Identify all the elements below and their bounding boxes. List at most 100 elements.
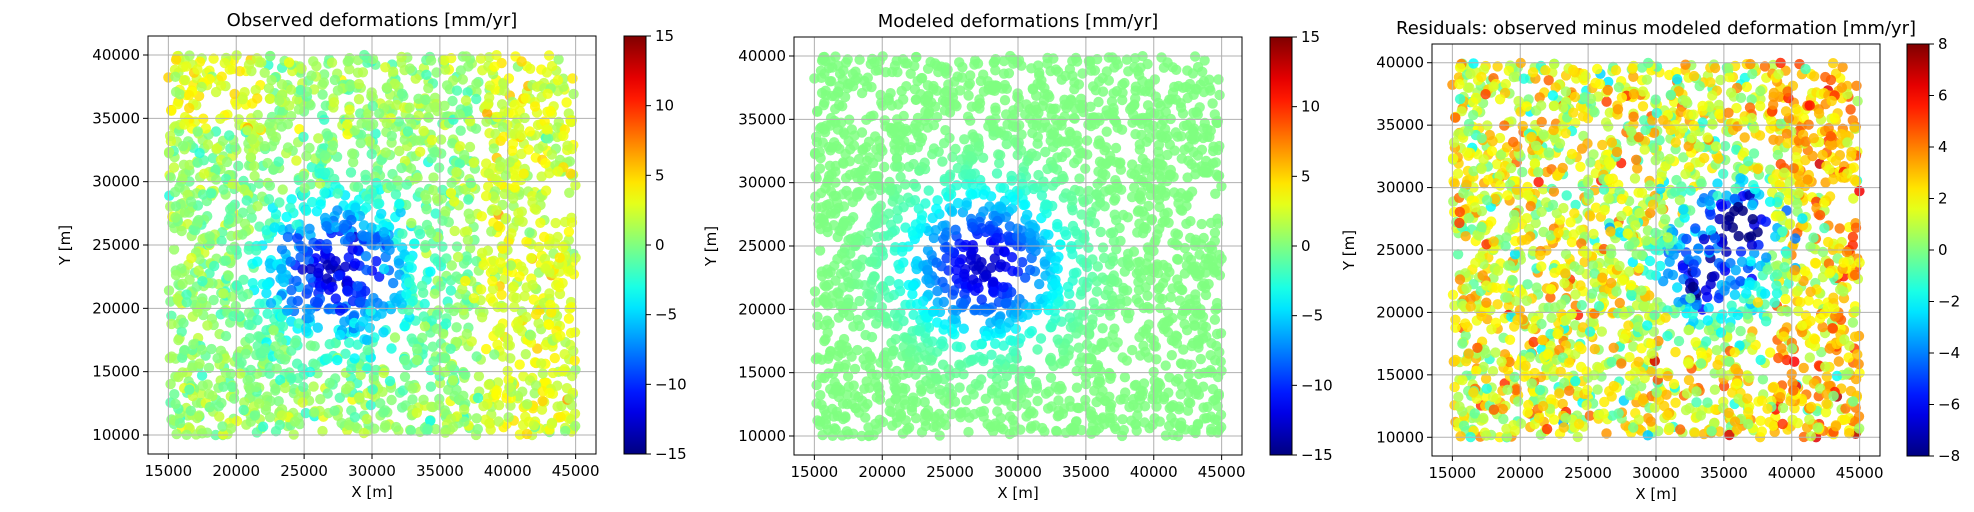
scatter-point	[1208, 141, 1219, 152]
scatter-point	[990, 65, 1001, 76]
scatter-point	[242, 125, 253, 136]
scatter-point	[819, 372, 830, 384]
scatter-point	[1137, 206, 1148, 217]
scatter-point	[1192, 419, 1204, 431]
scatter-point	[265, 298, 277, 309]
scatter-point	[240, 348, 251, 359]
scatter-point	[567, 73, 578, 84]
scatter-point	[1167, 283, 1178, 294]
scatter-point	[1107, 52, 1118, 63]
scatter-point	[322, 243, 333, 254]
scatter-point	[910, 181, 922, 192]
scatter-point	[445, 413, 457, 425]
scatter-point	[511, 292, 522, 304]
scatter-point	[437, 215, 448, 226]
scatter-point	[250, 84, 261, 96]
scatter-point	[1165, 292, 1176, 303]
scatter-point	[1042, 163, 1053, 175]
scatter-point	[411, 354, 423, 366]
scatter-point	[1178, 344, 1189, 355]
scatter-point	[1187, 125, 1199, 136]
scatter-point	[427, 341, 438, 352]
scatter-point	[462, 234, 474, 246]
scatter-point	[1191, 300, 1202, 311]
y-tick-label: 30000	[738, 174, 786, 192]
scatter-point	[822, 226, 833, 238]
scatter-point	[471, 93, 482, 105]
scatter-point	[1215, 356, 1226, 367]
scatter-point	[480, 190, 492, 202]
scatter-point	[1204, 131, 1215, 143]
scatter-point	[214, 411, 225, 422]
colorbar-tick-label: −15	[655, 445, 687, 463]
scatter-point	[822, 327, 833, 338]
scatter-point	[1071, 382, 1083, 393]
scatter-point	[358, 316, 369, 327]
scatter-point	[313, 267, 324, 279]
scatter-point	[184, 159, 195, 171]
scatter-point	[951, 264, 962, 276]
scatter-point	[164, 130, 176, 142]
scatter-point	[246, 212, 257, 223]
scatter-point	[449, 390, 460, 402]
scatter-point	[428, 185, 439, 196]
scatter-point	[1006, 286, 1017, 298]
scatter-point	[1037, 422, 1048, 434]
scatter-point	[932, 373, 943, 385]
scatter-point	[505, 260, 517, 271]
scatter-point	[1009, 194, 1021, 206]
scatter-point	[259, 141, 270, 152]
scatter-point	[460, 95, 472, 106]
x-tick-label: 25000	[926, 463, 974, 481]
scatter-point	[349, 125, 360, 136]
scatter-point	[1101, 126, 1112, 137]
scatter-point	[388, 66, 399, 77]
scatter-point	[486, 226, 497, 237]
scatter-point	[937, 276, 948, 288]
scatter-point	[1035, 333, 1047, 344]
scatter-point	[166, 105, 177, 117]
scatter-point	[332, 188, 343, 199]
scatter-point	[862, 236, 873, 248]
scatter-point	[1151, 261, 1163, 272]
scatter-point	[223, 270, 234, 282]
scatter-point	[1049, 278, 1061, 289]
scatter-point	[345, 231, 356, 243]
scatter-point	[494, 327, 505, 338]
scatter-point	[466, 336, 477, 347]
scatter-point	[458, 390, 469, 401]
scatter-point	[1001, 297, 1012, 308]
scatter-point	[954, 57, 965, 68]
scatter-point	[964, 78, 975, 89]
scatter-point	[1065, 322, 1077, 333]
scatter-point	[859, 402, 870, 413]
scatter-point	[221, 156, 233, 168]
scatter-point	[259, 67, 270, 79]
scatter-point	[1190, 388, 1201, 400]
scatter-point	[1206, 426, 1217, 438]
scatter-point	[286, 284, 297, 296]
scatter-point	[1073, 342, 1085, 353]
scatter-point	[1078, 310, 1089, 321]
scatter-point	[445, 285, 457, 296]
scatter-point	[988, 120, 999, 131]
scatter-point	[404, 63, 416, 74]
scatter-point	[461, 51, 472, 62]
scatter-point	[523, 144, 534, 155]
scatter-point	[491, 111, 503, 123]
scatter-point	[1100, 142, 1112, 153]
scatter-point	[965, 168, 977, 180]
scatter-point	[811, 173, 822, 184]
scatter-point	[524, 126, 535, 137]
scatter-point	[295, 84, 306, 96]
scatter-point	[1080, 163, 1091, 174]
scatter-point	[871, 369, 882, 380]
scatter-point	[1105, 405, 1116, 416]
scatter-point	[916, 342, 927, 353]
scatter-point	[425, 381, 437, 392]
scatter-point	[545, 299, 556, 310]
scatter-point	[965, 151, 977, 162]
scatter-point	[434, 162, 445, 173]
scatter-point	[306, 70, 317, 81]
scatter-point	[1010, 299, 1022, 310]
